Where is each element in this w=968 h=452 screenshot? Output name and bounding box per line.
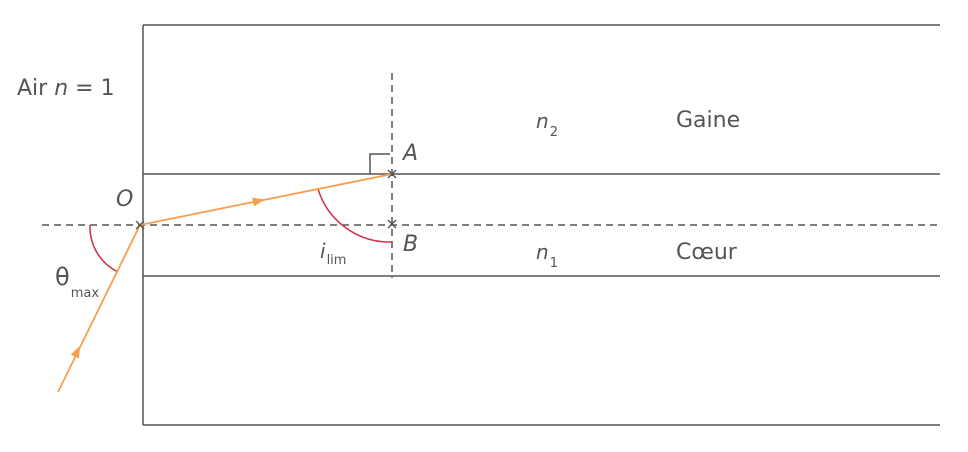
point-A-marker xyxy=(387,169,397,179)
point-O-label: O xyxy=(116,187,133,212)
coeur-label: Cœur xyxy=(676,240,738,265)
i-lim-arc xyxy=(317,188,393,243)
dashed-guides xyxy=(42,73,940,278)
incident-ray-arrow-icon xyxy=(70,345,81,359)
n1-label: n1 xyxy=(536,240,558,271)
refracted-ray-arrow-icon xyxy=(252,197,265,207)
theta-max-label: θmax xyxy=(55,263,99,301)
light-ray xyxy=(57,173,393,393)
right-angle-marker xyxy=(369,153,390,174)
ray-arrows xyxy=(70,197,265,359)
gaine-label: Gaine xyxy=(676,108,740,133)
i-lim-label: ilim xyxy=(320,239,346,268)
n2-label: n2 xyxy=(536,109,558,140)
incident-ray xyxy=(57,224,141,393)
point-B-label: B xyxy=(403,232,418,257)
point-B-marker xyxy=(387,219,397,229)
fiber-outline xyxy=(142,24,940,426)
point-A-label: A xyxy=(401,141,418,166)
angle-arcs xyxy=(89,188,393,273)
point-O-marker xyxy=(135,220,145,230)
air-label: Air n = 1 xyxy=(17,76,115,101)
point-markers xyxy=(135,169,397,230)
theta-max-arc xyxy=(89,224,119,273)
refracted-ray xyxy=(139,173,393,226)
